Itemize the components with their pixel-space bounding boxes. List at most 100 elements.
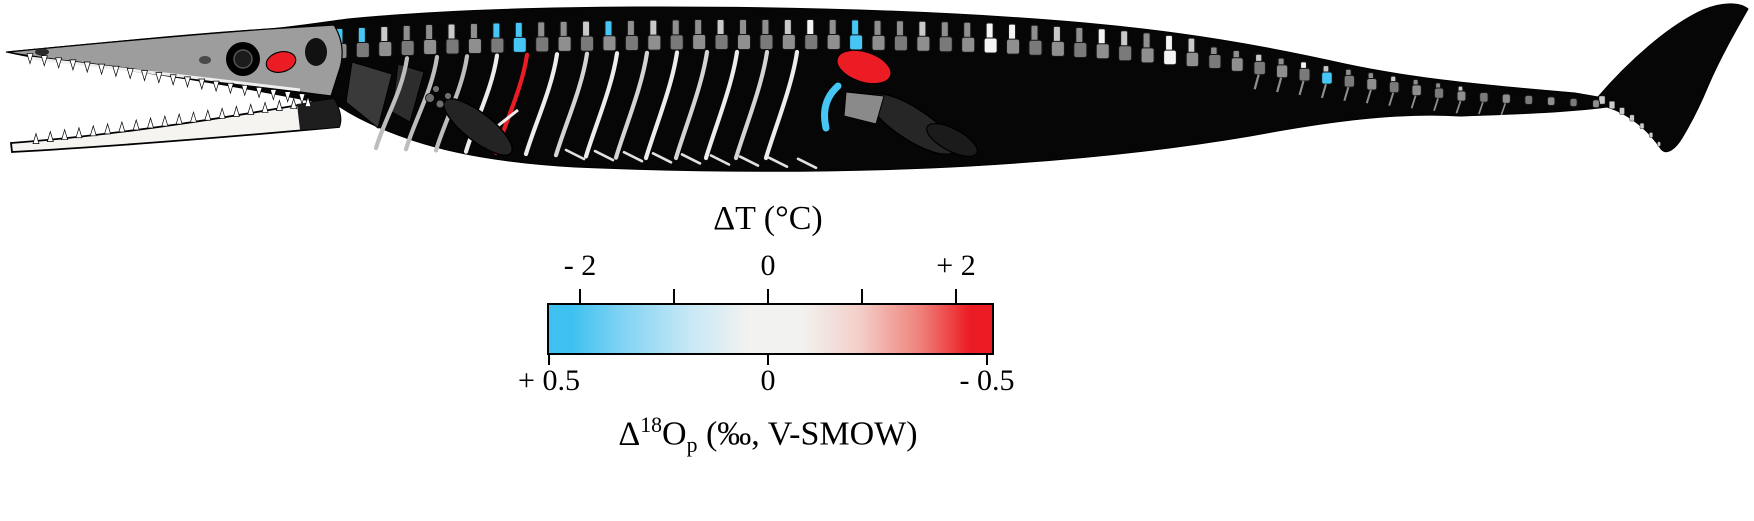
vertebra-centrum [490, 37, 505, 54]
tooth [61, 128, 69, 141]
tooth [132, 118, 140, 131]
isotope-tick-label-minus05: - 0.5 [959, 364, 1015, 397]
tooth [204, 109, 212, 121]
vertebra-centrum [467, 37, 482, 54]
skeleton-illustration [5, 3, 1749, 172]
neural-spine [447, 23, 456, 42]
isotope-axis-tick [986, 353, 988, 365]
tooth [269, 89, 277, 101]
neural-spine [559, 20, 568, 39]
tooth [298, 93, 306, 106]
tooth [104, 122, 112, 135]
neural-spine [1075, 27, 1084, 46]
tooth [241, 84, 249, 97]
vertebra-centrum [1050, 40, 1065, 57]
neural-spine [761, 19, 770, 37]
vertebra-centrum [692, 34, 707, 51]
vertebra-centrum [781, 34, 796, 50]
caudal-vertebra [1609, 101, 1615, 109]
vertebra-centrum [1434, 87, 1445, 99]
tooth [32, 132, 40, 144]
tooth [112, 65, 120, 78]
tooth [147, 116, 154, 129]
vertebra-centrum [1298, 67, 1311, 82]
vertebra-centrum [1524, 94, 1534, 105]
vertebra-centrum [580, 35, 595, 52]
neural-spine [806, 19, 815, 37]
chevron [1455, 100, 1462, 114]
neural-spine [828, 19, 837, 37]
tooth [161, 114, 169, 127]
tooth [218, 107, 226, 119]
temperature-axis-tick [673, 289, 675, 303]
temperature-axis-tick [955, 289, 957, 303]
vertebra-centrum [378, 40, 393, 57]
forelimb-flipper [425, 85, 519, 156]
gastralium [593, 149, 615, 162]
rib [703, 49, 740, 161]
neural-spine [1030, 24, 1039, 43]
gastralium [738, 155, 760, 167]
neural-spine [649, 19, 658, 38]
carpal [432, 85, 440, 93]
tooth [290, 97, 298, 109]
neural-spine [873, 19, 882, 38]
femur-highlight-warm [836, 49, 892, 85]
vertebra-centrum [535, 36, 550, 53]
gastralium [622, 150, 644, 163]
gastralia [564, 148, 818, 170]
carpal [425, 93, 435, 103]
vertebra-centrum [445, 38, 460, 55]
vertebra-centrum [1140, 47, 1155, 64]
gastralium [564, 148, 586, 161]
vertebra-centrum [1592, 99, 1600, 109]
isotope-tick-label-plus05: + 0.5 [518, 364, 580, 397]
vertebra-centrum [1546, 96, 1556, 107]
isotope-axis-tick [548, 353, 550, 365]
vertebra-centrum [961, 36, 976, 53]
sclerotic-ring [233, 49, 253, 69]
neural-spine [1052, 25, 1061, 44]
vertebra-centrum [1501, 93, 1511, 104]
tooth [89, 124, 97, 137]
neural-spine [671, 19, 680, 38]
rib [673, 49, 710, 161]
chevron [1388, 92, 1395, 107]
neural-spine [895, 20, 904, 39]
scapula [345, 61, 393, 129]
vertebra-centrum [1230, 57, 1244, 72]
lower-teeth [32, 95, 312, 144]
tooth [75, 126, 83, 139]
chevron [1478, 101, 1484, 115]
vertebra-centrum [557, 35, 572, 52]
shoulder-girdle [345, 61, 425, 129]
temperature-tick-label-minus2: - 2 [563, 249, 597, 282]
vertebra-centrum [1456, 90, 1467, 102]
neural-spine [1142, 32, 1151, 51]
isotope-tick-label-zero: 0 [760, 364, 776, 397]
tooth [304, 95, 312, 107]
chevron [1298, 80, 1305, 96]
chevron [1410, 95, 1417, 109]
upper-teeth [26, 53, 306, 106]
neural-spine [626, 19, 635, 38]
neural-spine [357, 26, 366, 45]
tooth [212, 80, 220, 93]
vertebra-centrum [1479, 92, 1489, 103]
isotope-title-units: (‰, V-SMOW) [697, 415, 918, 453]
tooth [98, 63, 106, 76]
rib [763, 49, 800, 161]
tooth [275, 99, 283, 111]
tooth [40, 55, 48, 67]
vertebra-centrum [1411, 84, 1422, 97]
temporal-fenestra [305, 38, 327, 66]
vertebra-centrum [714, 34, 729, 50]
tooth [46, 130, 54, 143]
tooth [126, 68, 134, 80]
tooth [198, 78, 206, 91]
tooth [226, 82, 234, 95]
neural-spine [604, 20, 613, 39]
hindlimb-paddle-tip [926, 123, 978, 157]
vertebra-centrum [669, 34, 684, 51]
vertebra-centrum [1366, 77, 1378, 91]
